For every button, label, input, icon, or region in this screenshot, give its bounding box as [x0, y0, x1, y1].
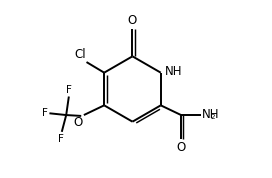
Text: O: O: [74, 116, 83, 129]
Text: NH: NH: [165, 65, 183, 78]
Text: NH: NH: [201, 108, 219, 121]
Text: F: F: [58, 134, 64, 144]
Text: $_2$: $_2$: [210, 112, 216, 122]
Text: F: F: [66, 85, 72, 95]
Text: Cl: Cl: [74, 48, 86, 61]
Text: O: O: [128, 14, 137, 27]
Text: F: F: [42, 108, 48, 118]
Text: O: O: [177, 141, 186, 154]
